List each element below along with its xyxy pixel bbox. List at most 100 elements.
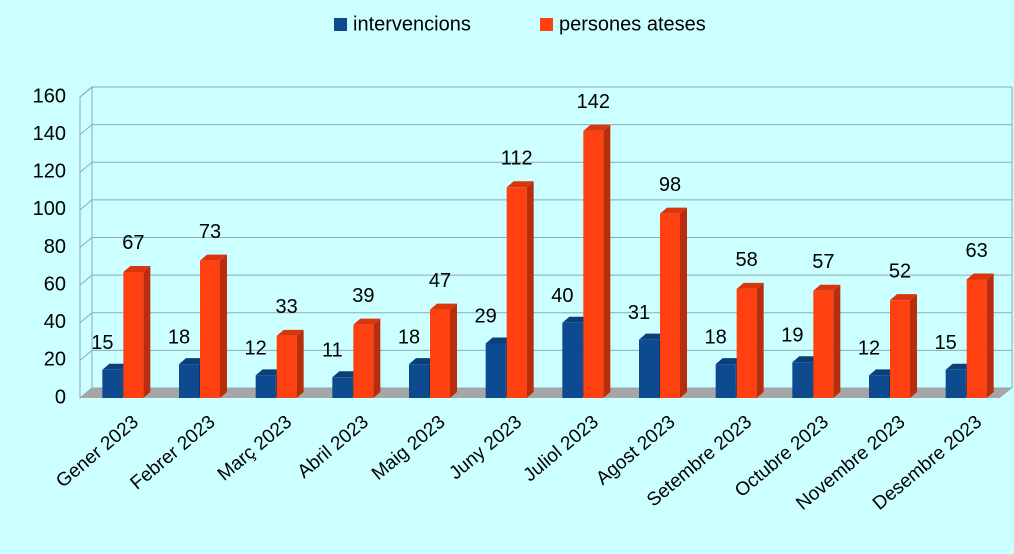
bar-group <box>813 284 841 398</box>
data-label: 29 <box>475 306 497 328</box>
data-label: 63 <box>966 240 988 262</box>
data-label: 98 <box>659 174 681 196</box>
bar-top <box>715 358 743 365</box>
legend-label: persones ateses <box>559 13 706 35</box>
grid-line-side <box>79 199 93 211</box>
grid-line-side <box>79 124 93 136</box>
bar-side <box>526 181 534 398</box>
bar-top <box>506 181 534 188</box>
grid-line-side <box>79 274 93 286</box>
bar-group <box>506 181 534 398</box>
bar-side <box>986 273 994 398</box>
bar-side <box>143 265 151 398</box>
bar-top <box>660 207 687 214</box>
data-label: 12 <box>858 338 880 360</box>
bar <box>179 364 199 398</box>
bar-top <box>276 329 304 336</box>
x-tick-label: Abril 2023 <box>294 412 373 483</box>
bar <box>123 271 144 398</box>
legend: intervencions persones ateses <box>334 13 706 35</box>
data-label: 73 <box>199 221 221 243</box>
bar-top <box>736 282 764 289</box>
bar <box>869 375 889 398</box>
bar <box>332 377 353 398</box>
bar-top <box>255 369 283 376</box>
bar-top <box>353 318 381 325</box>
bar-side <box>603 124 611 399</box>
bar-side <box>680 207 687 398</box>
bar-top <box>562 316 590 323</box>
grid-line-side <box>79 86 93 98</box>
bar <box>255 375 276 398</box>
data-label: 58 <box>736 249 758 271</box>
bar-top <box>869 369 896 376</box>
bar-top <box>639 333 666 340</box>
data-label: 142 <box>577 91 610 113</box>
bar-group <box>353 318 381 398</box>
bar-group <box>430 303 457 398</box>
bar <box>890 300 910 398</box>
data-label: 15 <box>91 332 113 354</box>
bar <box>945 369 966 398</box>
x-tick-label: Febrer 2023 <box>127 412 220 495</box>
bar-side <box>373 318 381 398</box>
grid-line-side <box>79 312 93 324</box>
bar <box>200 260 220 398</box>
bar-group <box>583 124 611 399</box>
bar <box>639 339 659 398</box>
grid-line-side <box>79 387 93 399</box>
bar <box>583 130 604 399</box>
x-tick-label: Juny 2023 <box>445 412 526 484</box>
y-tick-label: 140 <box>33 123 66 145</box>
bar-group <box>200 254 227 398</box>
data-label: 39 <box>352 285 374 307</box>
grid-line-side <box>79 161 93 173</box>
x-tick-label: Març 2023 <box>214 412 296 486</box>
y-tick-label: 0 <box>55 386 66 408</box>
bar <box>792 362 813 398</box>
data-label: 18 <box>168 326 190 348</box>
data-label: 18 <box>398 326 420 348</box>
data-label: 40 <box>551 285 573 307</box>
bar-side <box>756 282 764 398</box>
bar-top <box>966 273 994 280</box>
y-tick-label: 80 <box>44 236 66 258</box>
y-tick-label: 60 <box>44 273 66 295</box>
bar-group <box>660 207 687 398</box>
y-tick-label: 40 <box>44 311 66 333</box>
bar-top <box>945 363 973 370</box>
bar <box>966 279 987 398</box>
data-label: 31 <box>628 302 650 324</box>
data-label: 57 <box>812 251 834 273</box>
bar <box>813 290 834 398</box>
bar <box>485 343 506 398</box>
bar-top <box>583 124 611 131</box>
bar-top <box>332 371 360 378</box>
y-tick-label: 20 <box>44 349 66 371</box>
bar <box>736 288 757 398</box>
bar-side <box>220 254 227 398</box>
grid-line-side <box>79 349 93 361</box>
x-tick-label: Maig 2023 <box>368 412 449 485</box>
bar-top <box>813 284 841 291</box>
legend-swatch <box>334 18 347 31</box>
data-label: 18 <box>705 326 727 348</box>
legend-label: intervencions <box>353 13 471 35</box>
bar-top <box>102 363 130 370</box>
bar <box>506 187 527 398</box>
bar-top <box>179 358 206 365</box>
data-label: 15 <box>935 332 957 354</box>
data-label: 112 <box>501 148 533 170</box>
bar <box>409 364 429 398</box>
y-tick-label: 100 <box>33 198 66 220</box>
data-label: 12 <box>245 338 267 360</box>
bar <box>102 369 123 398</box>
grid-line-side <box>79 237 93 248</box>
bar-side <box>296 329 304 398</box>
bar-side <box>450 303 457 398</box>
data-label: 47 <box>429 270 451 292</box>
bar <box>715 364 736 398</box>
bar-side <box>833 284 841 398</box>
